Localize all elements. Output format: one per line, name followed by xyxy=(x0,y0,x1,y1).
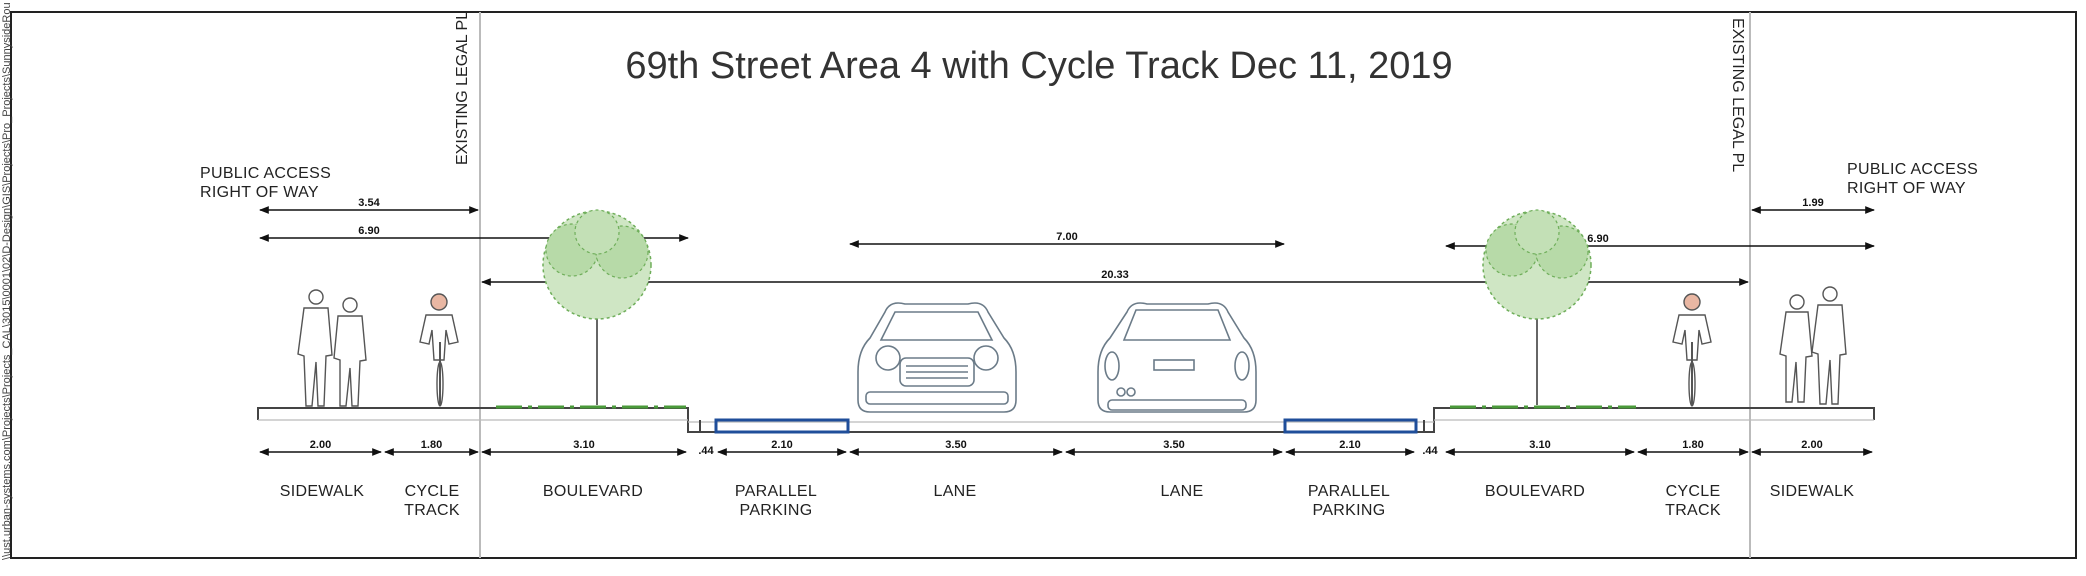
dim-total: 20.33 xyxy=(1101,269,1129,281)
dim-value-curb-right: .44 xyxy=(1422,445,1438,457)
dim-value-sidewalk-left: 2.00 xyxy=(310,439,331,451)
segment-label-cycle-track-right: CYCLE TRACK xyxy=(1665,483,1721,519)
drawing-frame xyxy=(10,11,2077,559)
segment-label-boulevard-left: BOULEVARD xyxy=(543,483,643,500)
dim-center-lanes: 7.00 xyxy=(1056,231,1077,243)
car-front-icon xyxy=(857,302,1017,413)
top-dimensions: 3.54 6.90 7.00 6.90 1.99 20.33 xyxy=(259,197,1875,286)
dim-value-boulevard-right: 3.10 xyxy=(1529,439,1550,451)
dim-value-parking-left: 2.10 xyxy=(771,439,792,451)
right-public-access-label: PUBLIC ACCESS RIGHT OF WAY xyxy=(1847,161,1983,197)
left-public-access-label: PUBLIC ACCESS RIGHT OF WAY xyxy=(200,165,336,201)
pedestrian-couple-icon xyxy=(1779,286,1847,405)
dim-value-boulevard-left: 3.10 xyxy=(573,439,594,451)
parking-bay-left xyxy=(714,418,850,434)
cyclist-icon xyxy=(419,293,459,407)
car-rear-icon xyxy=(1097,302,1257,413)
tree-icon xyxy=(542,209,652,405)
dim-value-lane-right: 3.50 xyxy=(1163,439,1184,451)
tree-icon xyxy=(1482,209,1592,405)
segment-label-parking-right: PARALLEL PARKING xyxy=(1308,483,1390,519)
segment-label-lane-right: LANE xyxy=(1161,483,1204,500)
segment-label-sidewalk-left: SIDEWALK xyxy=(280,483,365,500)
dim-left-row-2: 6.90 xyxy=(358,225,379,237)
dim-value-lane-left: 3.50 xyxy=(945,439,966,451)
dim-left-row-1: 3.54 xyxy=(358,197,380,209)
segment-label-cycle-track-left: CYCLE TRACK xyxy=(404,483,460,519)
left-property-line-label: EXISTING LEGAL PL xyxy=(454,11,471,165)
drawing-title: 69th Street Area 4 with Cycle Track Dec … xyxy=(625,45,1452,87)
pedestrian-couple-icon xyxy=(297,289,367,407)
segment-label-boulevard-right: BOULEVARD xyxy=(1485,483,1585,500)
ground-profile xyxy=(257,407,1875,433)
right-property-line-label: EXISTING LEGAL PL xyxy=(1729,18,1746,172)
segment-label-lane-left: LANE xyxy=(934,483,977,500)
segment-dimensions: 2.00 SIDEWALK 1.80 CYCLE TRACK 3.10 BOULEVARD.… xyxy=(259,439,1873,519)
parking-bay-right xyxy=(1283,418,1418,434)
segment-label-sidewalk-right: SIDEWALK xyxy=(1770,483,1855,500)
dim-value-curb-left: .44 xyxy=(698,445,714,457)
segment-label-parking-left: PARALLEL PARKING xyxy=(735,483,817,519)
dim-value-cycle-track-right: 1.80 xyxy=(1682,439,1703,451)
dim-right-row: 1.99 xyxy=(1802,197,1823,209)
dim-right-boulevard: 6.90 xyxy=(1587,233,1608,245)
dim-value-sidewalk-right: 2.00 xyxy=(1801,439,1822,451)
file-path-note: \\ust.urban-systems.com\Projects\Project… xyxy=(1,2,13,560)
dim-value-parking-right: 2.10 xyxy=(1339,439,1360,451)
dim-value-cycle-track-left: 1.80 xyxy=(421,439,442,451)
cyclist-icon xyxy=(1672,293,1712,407)
